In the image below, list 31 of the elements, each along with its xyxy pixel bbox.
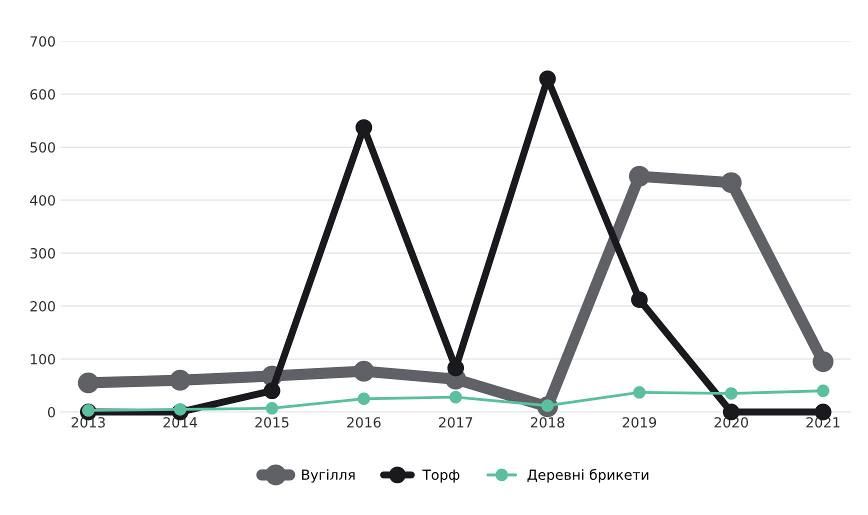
y-tick-label: 200 — [30, 301, 55, 312]
point — [447, 360, 464, 376]
point — [633, 386, 646, 399]
point — [358, 392, 370, 406]
point — [816, 384, 830, 398]
point — [631, 291, 648, 308]
y-tick-label: 0 — [48, 406, 55, 418]
y-tick-label: 500 — [30, 142, 55, 153]
y-tick-label: 600 — [30, 89, 55, 100]
x-tick-label: 2016 — [347, 417, 381, 428]
x-tick-label: 2017 — [439, 417, 472, 428]
point — [812, 351, 834, 372]
point — [724, 387, 738, 400]
point — [449, 390, 462, 404]
y-tick-label: 700 — [30, 36, 55, 47]
legend-label: Торф — [422, 470, 460, 483]
y-tick-label: 300 — [30, 248, 55, 259]
point — [628, 166, 650, 187]
x-tick-label: 2015 — [255, 417, 288, 428]
x-tick-label: 2019 — [622, 417, 656, 428]
x-tick-label: 2018 — [530, 417, 564, 428]
y-tick-label: 100 — [30, 354, 55, 365]
point — [353, 360, 374, 382]
point — [266, 402, 278, 415]
point — [78, 372, 99, 394]
point — [170, 370, 191, 391]
legend-label: Вугілля — [302, 469, 355, 483]
y-tick-label: 400 — [30, 195, 55, 206]
legend-label: Деревні брикети — [527, 468, 648, 483]
point — [720, 172, 742, 194]
point — [264, 382, 280, 400]
